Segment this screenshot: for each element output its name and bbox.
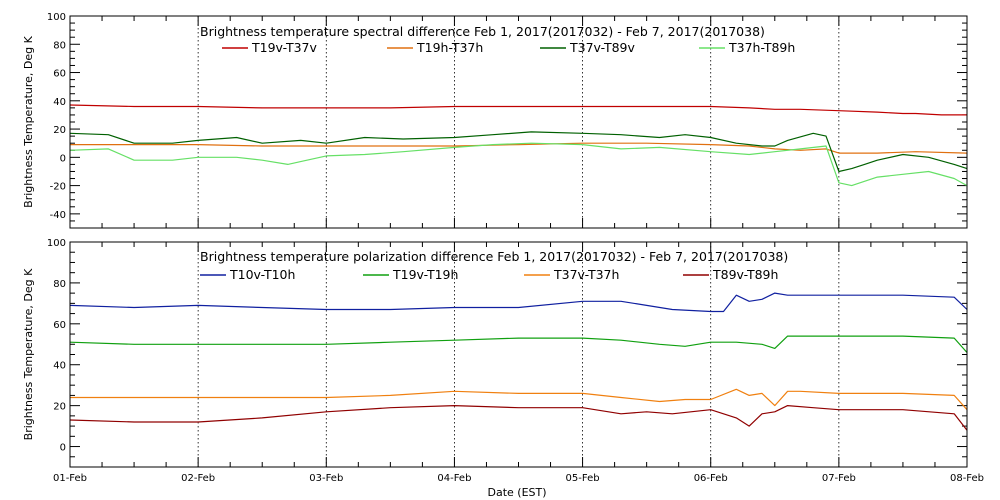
y-tick-label: 80 [53, 40, 66, 51]
x-tick-label: 04-Feb [437, 473, 471, 484]
x-tick-label: 06-Feb [694, 473, 728, 484]
x-tick-label: 03-Feb [309, 473, 343, 484]
y-tick-label: 40 [53, 361, 66, 372]
series-line-t10v-t10h [69, 292, 968, 313]
x-tick-label: 05-Feb [566, 473, 600, 484]
y-tick-label: 60 [53, 69, 66, 80]
y-tick-label: -20 [50, 182, 66, 193]
series-line-t19v-t37v [69, 104, 967, 116]
y-tick-label: -40 [50, 210, 66, 221]
plot-frame [69, 241, 968, 468]
series-line-t89v-t89h [69, 405, 968, 431]
legend-entry: T19v-T19h [392, 267, 458, 282]
y-tick-label: 20 [53, 125, 66, 136]
y-tick-label: 20 [53, 402, 66, 413]
series-line-t19h-t37h [70, 142, 968, 154]
spectral-difference-panel: -40 -20 0 20 40 60 80 100 Brightness temperature… [22, 12, 968, 229]
plot-frame [69, 15, 968, 229]
series-line-t37h-t89h [69, 142, 968, 187]
chart-title: Brightness temperature polarization diff… [200, 249, 788, 264]
legend-entry: T19v-T37v [251, 40, 318, 55]
x-tick-label: 07-Feb [822, 473, 856, 484]
y-axis-label: Brightness Temperature, Deg K [22, 35, 35, 207]
y-tick-label: 0 [60, 153, 66, 164]
series-line-t37v-t89v [69, 131, 968, 173]
legend-entry: T37v-T37h [553, 267, 619, 282]
y-tick-label: 80 [53, 279, 66, 290]
series-line-t19v-t19h [69, 335, 968, 353]
y-tick-label: 0 [60, 443, 66, 454]
legend-entry: T19h-T37h [416, 40, 483, 55]
legend-entry: T89v-T89h [712, 267, 778, 282]
legend-entry: T37h-T89h [728, 40, 795, 55]
y-tick-label: 40 [53, 97, 66, 108]
y-tick-label: 100 [47, 238, 66, 249]
x-tick-label: 08-Feb [950, 473, 984, 484]
chart-title: Brightness temperature spectral differen… [200, 24, 765, 39]
series-line-t37v-t37h [70, 388, 968, 411]
x-tick-label: 01-Feb [53, 473, 87, 484]
polarization-difference-panel: 0 20 40 60 80 100 01-Feb 02-Feb 03-Feb 04-Feb 05-F… [22, 238, 984, 484]
y-tick-label: 100 [47, 12, 66, 23]
legend-entry: T10v-T10h [229, 267, 295, 282]
x-axis-label: Date (EST) [487, 486, 546, 499]
legend-entry: T37v-T89v [569, 40, 636, 55]
y-tick-label: 60 [53, 320, 66, 331]
x-tick-label: 02-Feb [181, 473, 215, 484]
y-axis-label: Brightness Temperature, Deg K [22, 268, 35, 440]
